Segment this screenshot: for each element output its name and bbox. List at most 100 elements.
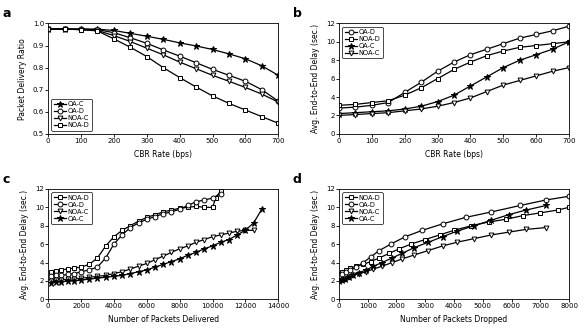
NOA-C (500, 83, 507, 87)
Text: a: a (2, 7, 11, 20)
OA-C (143, 34, 150, 38)
OA-C (94, 27, 101, 31)
OA-C (450, 93, 457, 97)
OA-C (401, 107, 408, 111)
OA-C (566, 40, 573, 44)
NOA-D (418, 86, 425, 90)
NOA-D (352, 102, 359, 106)
NOA-C (566, 66, 573, 70)
NOA-D (566, 205, 573, 209)
NOA-D (537, 211, 544, 215)
NOA-D (184, 205, 191, 209)
OA-D (335, 274, 342, 278)
NOA-C (542, 226, 549, 230)
NOA-C (78, 276, 85, 280)
NOA-D (275, 121, 282, 125)
OA-D (483, 47, 490, 51)
NOA-D (343, 268, 350, 272)
OA-C (533, 53, 540, 57)
OA-C (48, 281, 55, 285)
NOA-D (152, 213, 159, 217)
OA-C (434, 100, 441, 104)
OA-C (378, 260, 386, 264)
OA-C (44, 27, 51, 31)
NOA-C (61, 27, 68, 31)
NOA-D (212, 196, 219, 200)
Line: NOA-C: NOA-C (49, 228, 256, 283)
OA-D (467, 53, 474, 57)
NOA-C (370, 267, 377, 271)
OA-D (111, 242, 118, 246)
NOA-C (225, 231, 232, 235)
Line: OA-D: OA-D (49, 191, 223, 279)
OA-D (119, 233, 126, 237)
NOA-D (385, 99, 392, 103)
OA-C (71, 279, 78, 283)
NOA-D (242, 108, 249, 112)
OA-C (225, 52, 232, 56)
NOA-D (53, 269, 60, 273)
OA-D (419, 228, 426, 232)
Line: NOA-D: NOA-D (336, 205, 572, 276)
NOA-D (335, 103, 342, 107)
NOA-D (367, 260, 374, 263)
NOA-C (94, 274, 101, 278)
OA-C (176, 257, 183, 261)
OA-C (483, 75, 490, 79)
NOA-D (554, 208, 561, 212)
NOA-C (410, 253, 417, 257)
NOA-C (176, 60, 183, 64)
NOA-C (259, 92, 266, 96)
NOA-C (71, 277, 78, 281)
OA-D (143, 217, 150, 221)
OA-D (500, 42, 507, 46)
NOA-D (127, 45, 134, 49)
OA-C (542, 204, 549, 208)
OA-D (184, 204, 191, 208)
NOA-C (471, 237, 478, 241)
OA-D (338, 272, 345, 276)
Legend: OA-D, NOA-D, OA-C, NOA-C: OA-D, NOA-D, OA-C, NOA-C (342, 27, 383, 58)
OA-C (184, 253, 191, 257)
OA-C (86, 277, 93, 281)
NOA-D (500, 49, 507, 53)
NOA-D (71, 266, 78, 270)
OA-C (471, 224, 478, 228)
OA-C (135, 270, 142, 274)
NOA-D (386, 251, 393, 255)
X-axis label: CBR Rate (bps): CBR Rate (bps) (425, 150, 483, 159)
Line: OA-D: OA-D (336, 24, 572, 111)
OA-C (111, 274, 118, 278)
OA-D (58, 273, 65, 277)
NOA-C (335, 279, 342, 283)
NOA-D (111, 37, 118, 41)
OA-D (143, 41, 150, 45)
OA-C (233, 233, 240, 237)
Line: OA-C: OA-C (44, 25, 282, 79)
NOA-C (488, 233, 495, 237)
OA-D (160, 48, 167, 52)
NOA-D (192, 205, 199, 209)
OA-C (352, 111, 359, 115)
NOA-D (209, 94, 216, 98)
OA-C (94, 276, 101, 280)
OA-D (127, 36, 134, 40)
NOA-C (363, 270, 370, 274)
NOA-D (434, 77, 441, 81)
NOA-D (64, 267, 71, 271)
OA-D (343, 270, 350, 274)
OA-D (71, 271, 78, 275)
OA-D (353, 265, 360, 269)
OA-D (516, 36, 523, 40)
OA-C (78, 278, 85, 282)
OA-D (439, 222, 446, 226)
NOA-D (176, 75, 183, 79)
OA-C (500, 66, 507, 70)
NOA-D (192, 85, 199, 89)
NOA-C (385, 111, 392, 115)
OA-D (488, 210, 495, 214)
NOA-C (160, 53, 167, 57)
NOA-D (519, 213, 526, 217)
Line: OA-D: OA-D (46, 26, 281, 104)
NOA-C (201, 238, 208, 242)
